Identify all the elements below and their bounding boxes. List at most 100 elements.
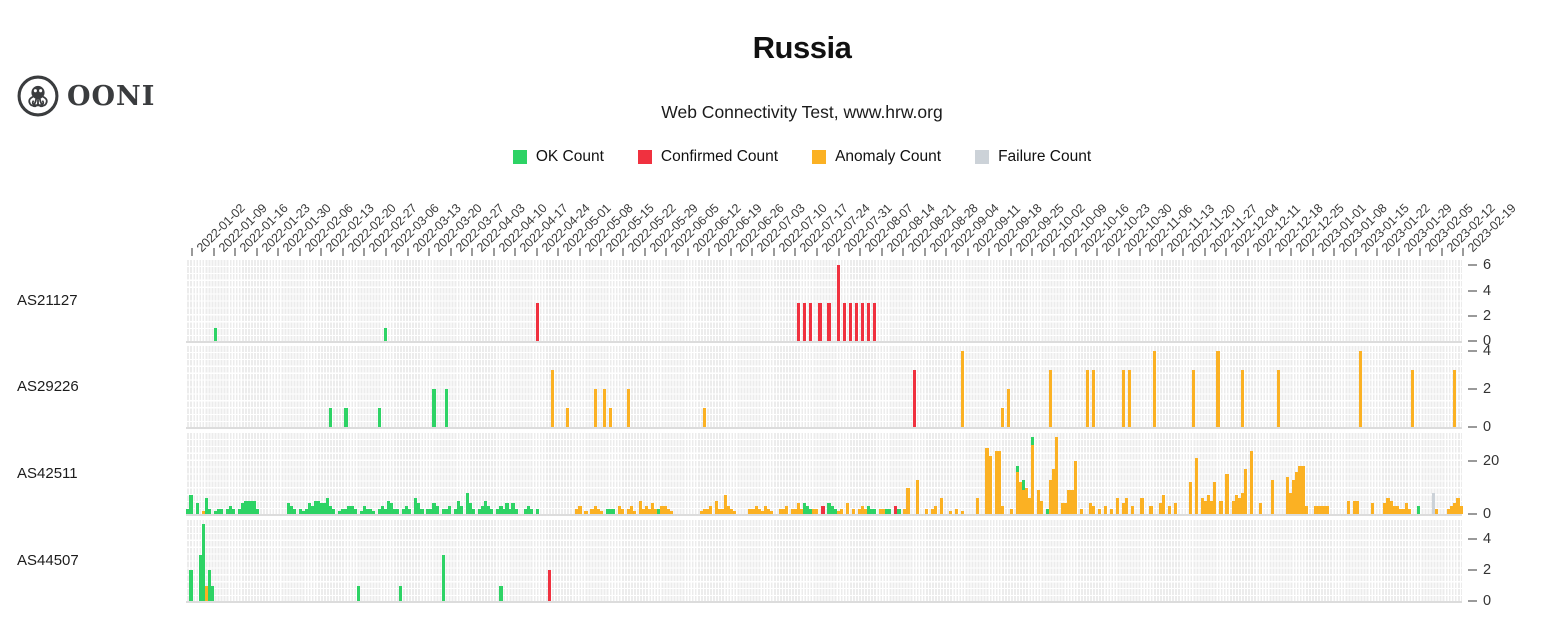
bar [359, 511, 363, 514]
bar [386, 500, 391, 514]
bar [839, 508, 843, 514]
x-axis-tick [212, 248, 215, 256]
bar [231, 508, 236, 514]
bar [1359, 350, 1363, 427]
bar [809, 303, 813, 341]
x-axis-tick [1096, 248, 1099, 256]
x-axis-tick [492, 248, 495, 256]
bar [481, 506, 485, 514]
bar [383, 328, 388, 341]
x-axis-tick [643, 248, 646, 256]
bar [702, 508, 707, 514]
bar [924, 508, 928, 514]
row-plot-as44507 [186, 519, 1462, 603]
x-axis-tick [471, 248, 474, 256]
x-axis-tick [1290, 248, 1293, 256]
bar [490, 508, 494, 514]
x-axis-tick [1397, 248, 1400, 256]
bar [499, 506, 503, 514]
bar [1085, 369, 1089, 427]
y-axis-label: 6 [1483, 257, 1492, 274]
bar [939, 498, 944, 514]
bar [1453, 369, 1457, 427]
bar [955, 508, 959, 514]
bar [1122, 369, 1126, 427]
bar [1225, 474, 1229, 514]
x-axis-tick [320, 248, 323, 256]
bar [885, 508, 889, 514]
bar [727, 506, 731, 514]
bar [748, 508, 752, 514]
bar [441, 554, 445, 601]
bar [1052, 469, 1056, 514]
bar [1173, 503, 1177, 514]
bar [298, 508, 302, 514]
bar [1435, 508, 1439, 514]
x-axis-tick [837, 248, 840, 256]
bar [803, 503, 807, 514]
row-plot-as42511 [186, 432, 1463, 516]
bar [873, 303, 877, 341]
bar [718, 508, 722, 514]
bar [1316, 506, 1320, 514]
bar [1091, 506, 1095, 514]
legend-swatch-icon [975, 150, 990, 164]
bar [1158, 503, 1162, 514]
bar [1000, 506, 1004, 514]
bar [1195, 458, 1199, 514]
bar [347, 506, 351, 514]
bar [851, 508, 855, 514]
bar [338, 511, 342, 514]
bar [708, 506, 713, 514]
bar [721, 508, 725, 514]
bar [241, 503, 245, 514]
x-axis-tick [578, 248, 581, 256]
bar [478, 508, 482, 514]
bar [1240, 369, 1244, 427]
bar [1416, 506, 1421, 514]
bar [800, 508, 804, 514]
bar [1064, 503, 1068, 514]
y-axis-tick [1468, 513, 1477, 515]
legend-item-ok-count: OK Count [512, 148, 604, 166]
bar [505, 503, 509, 514]
bar [651, 503, 655, 514]
legend-swatch-icon [812, 150, 827, 164]
x-axis-tick [1419, 248, 1422, 256]
bar [399, 585, 403, 601]
as-label-as44507: AS44507 [17, 552, 79, 569]
bar [897, 508, 901, 514]
x-axis-tick [686, 248, 689, 256]
legend-item-failure-count: Failure Count [975, 148, 1091, 166]
bar [611, 508, 615, 514]
x-axis-tick [1462, 248, 1465, 256]
bar [608, 508, 612, 514]
x-axis-tick [1117, 248, 1120, 256]
bar [511, 503, 515, 514]
bar [705, 508, 710, 514]
bar [456, 500, 460, 514]
bar [1018, 482, 1023, 514]
x-axis-tick [1376, 248, 1379, 256]
bar [435, 506, 439, 514]
bar [310, 506, 315, 514]
bar [933, 506, 937, 514]
bar [1207, 495, 1211, 514]
bar [201, 523, 205, 601]
x-axis-tick [600, 248, 603, 256]
x-axis-tick [1053, 248, 1055, 256]
y-axis-tick [1468, 340, 1477, 342]
bar [1398, 508, 1402, 514]
bar [575, 508, 579, 514]
as-label-as29226: AS29226 [17, 378, 79, 395]
legend-item-anomaly-count: Anomaly Count [812, 148, 941, 166]
bar [1371, 503, 1375, 514]
bar [985, 447, 989, 514]
bar [417, 503, 421, 514]
bar [1395, 506, 1399, 514]
bar [669, 511, 673, 514]
bar [1116, 498, 1120, 514]
row-plot-as29226 [186, 345, 1462, 429]
x-axis-tick [794, 248, 797, 256]
